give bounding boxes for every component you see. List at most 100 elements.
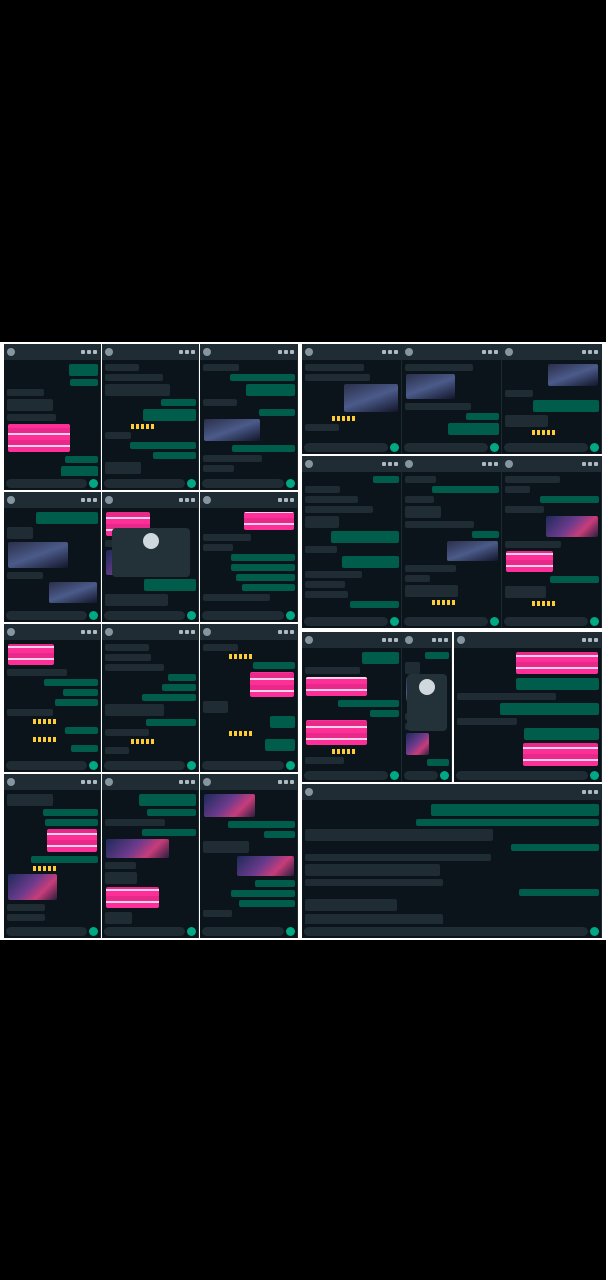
outgoing-message[interactable] [500, 703, 599, 715]
phone-call-icon[interactable] [588, 790, 592, 794]
microphone-send-icon[interactable] [286, 926, 295, 936]
microphone-send-icon[interactable] [89, 478, 98, 488]
incoming-message[interactable] [105, 462, 141, 474]
phone-call-icon[interactable] [87, 498, 91, 502]
image-message[interactable] [8, 874, 57, 900]
outgoing-message[interactable] [540, 496, 599, 503]
message-input[interactable] [304, 616, 388, 626]
outgoing-message[interactable] [71, 745, 98, 752]
incoming-message[interactable] [505, 506, 544, 513]
microphone-send-icon[interactable] [187, 760, 196, 770]
outgoing-message[interactable] [259, 409, 295, 416]
incoming-message[interactable] [203, 594, 270, 601]
user-avatar-icon[interactable] [7, 628, 15, 636]
user-avatar-icon[interactable] [105, 628, 113, 636]
video-call-icon[interactable] [179, 780, 183, 784]
user-avatar-icon[interactable] [105, 348, 113, 356]
outgoing-message[interactable] [232, 445, 295, 452]
outgoing-message[interactable] [43, 809, 98, 816]
phone-call-icon[interactable] [488, 462, 492, 466]
image-message[interactable] [306, 677, 367, 696]
phone-call-icon[interactable] [284, 630, 288, 634]
outgoing-message[interactable] [65, 456, 98, 463]
video-call-icon[interactable] [582, 638, 586, 642]
incoming-message[interactable] [7, 527, 33, 539]
user-avatar-icon[interactable] [203, 628, 211, 636]
video-call-icon[interactable] [179, 350, 183, 354]
message-input[interactable] [404, 616, 488, 626]
kebab-menu-icon[interactable] [191, 498, 195, 502]
message-input[interactable] [104, 760, 185, 770]
image-message[interactable] [250, 672, 294, 697]
incoming-message[interactable] [203, 364, 239, 371]
kebab-menu-icon[interactable] [394, 462, 398, 466]
user-avatar-icon[interactable] [7, 778, 15, 786]
image-message[interactable] [406, 733, 429, 755]
outgoing-message[interactable] [432, 486, 499, 493]
outgoing-message[interactable] [55, 699, 98, 706]
incoming-message[interactable] [105, 374, 163, 381]
outgoing-message[interactable] [44, 679, 98, 686]
outgoing-message[interactable] [431, 804, 599, 816]
message-input[interactable] [304, 442, 388, 452]
incoming-message[interactable] [105, 747, 129, 754]
microphone-send-icon[interactable] [390, 770, 399, 780]
incoming-message[interactable] [405, 521, 474, 528]
image-message[interactable] [546, 516, 598, 537]
outgoing-message[interactable] [448, 423, 499, 435]
incoming-message[interactable] [405, 565, 456, 572]
outgoing-message[interactable] [161, 399, 196, 406]
incoming-message[interactable] [405, 476, 436, 483]
message-input[interactable] [304, 926, 588, 936]
phone-call-icon[interactable] [388, 350, 392, 354]
kebab-menu-icon[interactable] [444, 638, 448, 642]
microphone-send-icon[interactable] [286, 610, 295, 620]
kebab-menu-icon[interactable] [394, 638, 398, 642]
message-input[interactable] [6, 760, 87, 770]
incoming-message[interactable] [305, 374, 370, 381]
incoming-message[interactable] [203, 455, 262, 462]
user-avatar-icon[interactable] [305, 636, 313, 644]
outgoing-message[interactable] [331, 531, 399, 543]
call-popup[interactable] [112, 528, 190, 577]
microphone-send-icon[interactable] [187, 610, 196, 620]
phone-call-icon[interactable] [185, 780, 189, 784]
microphone-send-icon[interactable] [390, 442, 399, 452]
image-message[interactable] [244, 512, 294, 530]
message-input[interactable] [404, 442, 488, 452]
outgoing-message[interactable] [144, 579, 196, 591]
image-message[interactable] [523, 743, 598, 766]
message-input[interactable] [456, 770, 588, 780]
user-avatar-icon[interactable] [105, 496, 113, 504]
image-message[interactable] [516, 652, 598, 674]
microphone-send-icon[interactable] [590, 442, 599, 452]
image-message[interactable] [204, 419, 260, 441]
outgoing-message[interactable] [425, 652, 449, 659]
video-call-icon[interactable] [382, 350, 386, 354]
incoming-message[interactable] [305, 879, 443, 886]
kebab-menu-icon[interactable] [290, 630, 294, 634]
kebab-menu-icon[interactable] [594, 350, 598, 354]
incoming-message[interactable] [305, 506, 373, 513]
phone-call-icon[interactable] [588, 638, 592, 642]
outgoing-message[interactable] [524, 728, 599, 740]
outgoing-message[interactable] [130, 442, 196, 449]
video-call-icon[interactable] [382, 638, 386, 642]
outgoing-message[interactable] [65, 727, 98, 734]
user-avatar-icon[interactable] [305, 460, 313, 468]
outgoing-message[interactable] [242, 584, 295, 591]
video-call-icon[interactable] [278, 498, 282, 502]
user-avatar-icon[interactable] [305, 788, 313, 796]
outgoing-message[interactable] [472, 531, 499, 538]
incoming-message[interactable] [203, 701, 228, 713]
phone-call-icon[interactable] [185, 498, 189, 502]
microphone-send-icon[interactable] [590, 616, 599, 626]
incoming-message[interactable] [505, 390, 533, 397]
outgoing-message[interactable] [142, 829, 196, 836]
phone-call-icon[interactable] [87, 350, 91, 354]
incoming-message[interactable] [305, 516, 339, 528]
phone-call-icon[interactable] [87, 780, 91, 784]
outgoing-message[interactable] [147, 809, 196, 816]
incoming-message[interactable] [405, 364, 473, 371]
incoming-message[interactable] [105, 644, 149, 651]
